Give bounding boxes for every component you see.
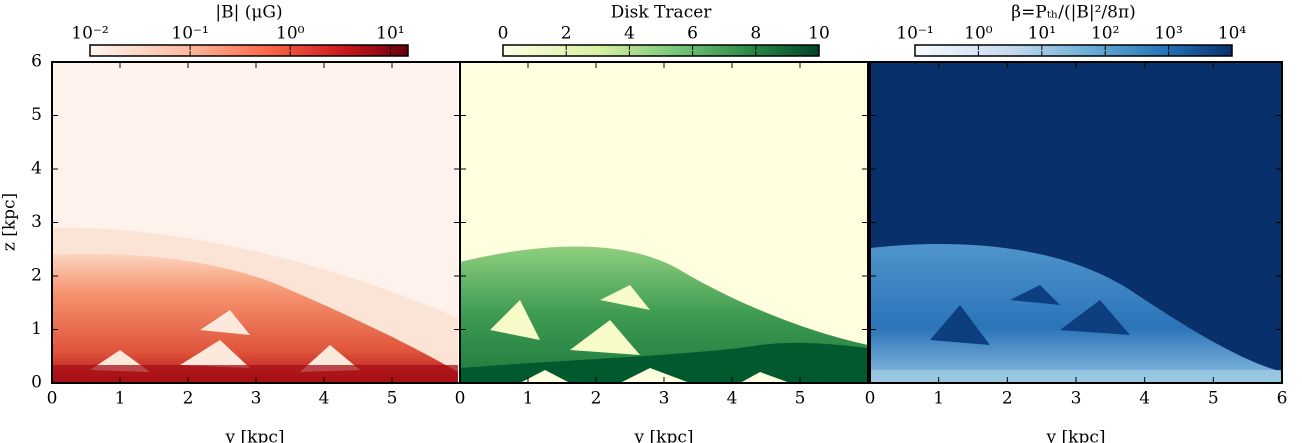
y-axis-label: z [kpc] — [0, 193, 20, 251]
colorbar-tick-label: 6 — [687, 24, 698, 44]
colorbar-tick-label: 10⁻¹ — [896, 24, 933, 44]
colorbar-tick-label: 2 — [561, 24, 572, 44]
panel-image — [870, 62, 1282, 383]
y-tick-label: 5 — [31, 105, 42, 125]
colorbar-title: Disk Tracer — [611, 3, 713, 23]
x-tick-label: 0 — [455, 389, 466, 409]
x-tick-label: 2 — [183, 389, 194, 409]
x-tick-label: 6 — [1277, 389, 1288, 409]
x-tick-label: 2 — [591, 389, 602, 409]
panel-image — [52, 62, 458, 383]
y-tick-label: 0 — [31, 373, 42, 393]
colorbar-tick-label: 10 — [808, 24, 830, 44]
colorbar-tick-label: 10³ — [1154, 24, 1182, 44]
x-tick-label: 1 — [523, 389, 534, 409]
y-tick-label: 4 — [31, 159, 42, 179]
x-tick-label: 0 — [865, 389, 876, 409]
x-tick-label: 2 — [1002, 389, 1013, 409]
x-tick-label: 3 — [1071, 389, 1082, 409]
x-tick-label: 3 — [251, 389, 262, 409]
colorbar-tick-label: 10⁰ — [964, 24, 993, 44]
colorbar-tick-label: 10² — [1091, 24, 1119, 44]
colorbar-tick-label: 10¹ — [1028, 24, 1056, 44]
x-tick-label: 5 — [387, 389, 398, 409]
colorbar-tick-label: 0 — [498, 24, 509, 44]
colorbar-title: β=Pₜₕ/(|B|²/8π) — [1011, 3, 1136, 23]
colorbar-tick-label: 4 — [624, 24, 635, 44]
x-tick-label: 5 — [795, 389, 806, 409]
y-tick-label: 2 — [31, 266, 42, 286]
x-tick-label: 5 — [1208, 389, 1219, 409]
x-tick-label: 4 — [1139, 389, 1150, 409]
colorbar-tick-label: 10⁻² — [71, 24, 108, 44]
x-tick-label: 1 — [933, 389, 944, 409]
colorbar — [89, 44, 409, 57]
x-tick-label: 0 — [47, 389, 58, 409]
x-axis-label: y [kpc] — [225, 428, 285, 443]
x-tick-label: 3 — [659, 389, 670, 409]
panel-image — [460, 62, 868, 383]
y-tick-label: 3 — [31, 212, 42, 232]
x-tick-label: 4 — [727, 389, 738, 409]
x-axis-label: y [kpc] — [1046, 428, 1106, 443]
colorbar-tick-label: 10⁴ — [1218, 24, 1247, 44]
colorbar-tick-label: 10⁰ — [276, 24, 305, 44]
colorbar-tick-label: 10¹ — [376, 24, 404, 44]
y-tick-label: 1 — [31, 319, 42, 339]
x-axis-label: y [kpc] — [634, 428, 694, 443]
colorbar — [502, 44, 820, 57]
y-tick-label: 6 — [31, 52, 42, 72]
x-tick-label: 4 — [319, 389, 330, 409]
colorbar-tick-label: 10⁻¹ — [171, 24, 208, 44]
x-tick-label: 1 — [115, 389, 126, 409]
colorbar-tick-label: 8 — [750, 24, 761, 44]
colorbar-title: |B| (μG) — [215, 3, 282, 23]
colorbar — [914, 44, 1233, 57]
